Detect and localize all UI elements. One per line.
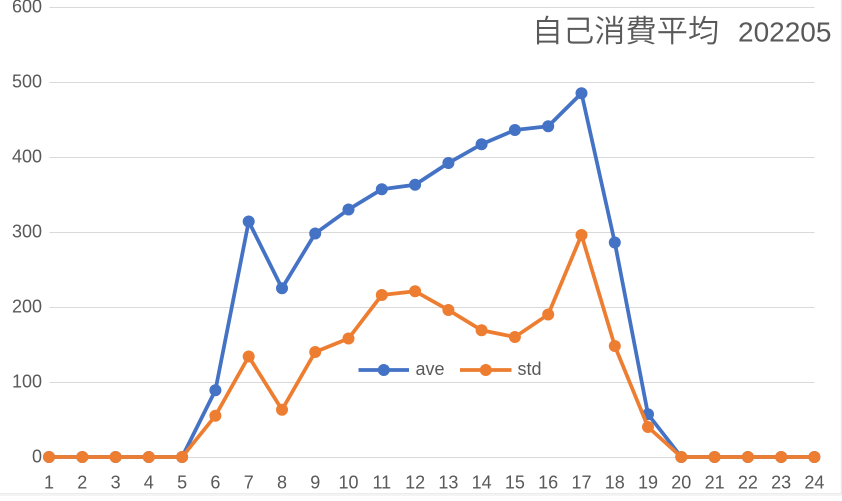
svg-text:16: 16 <box>538 473 558 493</box>
svg-text:17: 17 <box>571 473 591 493</box>
svg-text:21: 21 <box>705 473 725 493</box>
svg-text:14: 14 <box>472 473 492 493</box>
svg-text:18: 18 <box>605 473 625 493</box>
svg-text:11: 11 <box>372 473 391 493</box>
svg-text:ave: ave <box>416 359 445 379</box>
svg-text:4: 4 <box>144 473 154 493</box>
svg-text:100: 100 <box>12 372 42 392</box>
svg-text:202205: 202205 <box>738 17 831 48</box>
svg-text:200: 200 <box>12 297 42 317</box>
svg-text:600: 600 <box>12 0 42 17</box>
svg-text:300: 300 <box>12 222 42 242</box>
svg-text:23: 23 <box>771 473 791 493</box>
svg-text:22: 22 <box>738 473 758 493</box>
svg-text:20: 20 <box>671 473 691 493</box>
svg-text:3: 3 <box>111 473 121 493</box>
svg-text:15: 15 <box>505 473 525 493</box>
svg-text:0: 0 <box>32 447 42 467</box>
svg-text:13: 13 <box>438 473 458 493</box>
svg-text:500: 500 <box>12 72 42 92</box>
svg-text:10: 10 <box>338 473 358 493</box>
svg-text:1: 1 <box>44 473 54 493</box>
svg-text:400: 400 <box>12 147 42 167</box>
svg-text:6: 6 <box>210 473 220 493</box>
svg-text:std: std <box>518 359 542 379</box>
svg-text:9: 9 <box>310 473 320 493</box>
svg-text:8: 8 <box>277 473 287 493</box>
svg-text:24: 24 <box>804 473 824 493</box>
svg-text:7: 7 <box>244 473 254 493</box>
svg-text:12: 12 <box>405 473 425 493</box>
svg-text:2: 2 <box>77 473 87 493</box>
svg-text:5: 5 <box>177 473 187 493</box>
svg-text:19: 19 <box>638 473 658 493</box>
